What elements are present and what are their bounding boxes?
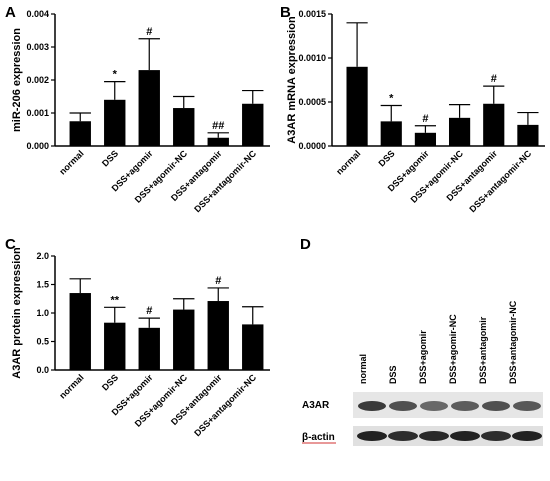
significance-mark: # bbox=[146, 26, 152, 38]
bar bbox=[346, 66, 368, 146]
category-label: DSS bbox=[377, 148, 397, 168]
y-tick-label: 0.000 bbox=[26, 141, 49, 151]
category-label: normal bbox=[334, 148, 362, 176]
band-a3ar bbox=[482, 401, 510, 411]
bar bbox=[242, 103, 264, 146]
band-a3ar bbox=[420, 401, 448, 411]
lane-label: DSS+agomir bbox=[418, 330, 428, 384]
bar bbox=[69, 121, 91, 146]
y-tick-label: 1.5 bbox=[36, 280, 49, 290]
band-actin bbox=[450, 431, 480, 441]
chart-panel-C: C 0.0 0.5 1.0 1.5 2.0 A3AR protein expression n… bbox=[5, 236, 270, 438]
y-tick-label: 0.004 bbox=[26, 9, 49, 19]
significance-mark: ** bbox=[110, 294, 119, 306]
significance-mark: * bbox=[389, 93, 394, 105]
lane-label: DSS+antagomir-NC bbox=[508, 300, 518, 384]
band-a3ar bbox=[451, 401, 479, 411]
bar bbox=[414, 132, 437, 146]
category-label: DSS+antagomir-NC bbox=[467, 148, 533, 214]
significance-mark: # bbox=[146, 305, 152, 317]
category-label: normal bbox=[57, 148, 85, 176]
y-tick-label: 0.0000 bbox=[298, 141, 326, 151]
y-tick-label: 0.0 bbox=[36, 365, 49, 375]
y-tick-label: 1.0 bbox=[36, 308, 49, 318]
band-a3ar bbox=[389, 401, 417, 411]
bar bbox=[173, 309, 195, 370]
band-actin bbox=[419, 431, 449, 441]
panel-letter: C bbox=[5, 236, 16, 253]
significance-mark: ## bbox=[212, 120, 224, 132]
y-tick-label: 0.0005 bbox=[298, 97, 326, 107]
panel-letter: B bbox=[280, 4, 291, 21]
y-axis-label: A3AR mRNA expression bbox=[286, 16, 298, 144]
bar bbox=[104, 99, 126, 146]
category-label: DSS bbox=[100, 148, 120, 168]
y-tick-label: 0.5 bbox=[36, 337, 49, 347]
bar bbox=[483, 103, 505, 146]
y-tick-label: 0.0010 bbox=[298, 53, 326, 63]
lane-label: DSS+antagomir bbox=[478, 316, 488, 384]
row-label: β-actin bbox=[302, 432, 335, 443]
band-a3ar bbox=[358, 401, 386, 411]
bar bbox=[242, 324, 264, 370]
panel-letter: D bbox=[300, 236, 311, 253]
category-label: normal bbox=[57, 372, 85, 400]
bar bbox=[138, 70, 160, 146]
y-tick-label: 2.0 bbox=[36, 251, 49, 261]
bar bbox=[104, 322, 126, 370]
band-a3ar bbox=[513, 401, 541, 411]
bar bbox=[173, 108, 195, 146]
bar bbox=[517, 124, 539, 146]
significance-mark: # bbox=[491, 73, 497, 85]
y-axis-label: A3AR protein expression bbox=[11, 247, 23, 379]
lane-label: DSS bbox=[388, 365, 398, 384]
bar bbox=[207, 301, 229, 370]
bar bbox=[380, 121, 402, 146]
band-actin bbox=[357, 431, 387, 441]
y-tick-label: 0.002 bbox=[26, 75, 49, 85]
lane-label: DSS+agomir-NC bbox=[448, 314, 458, 384]
category-label: DSS+antagomir-NC bbox=[192, 148, 258, 214]
bar bbox=[207, 137, 229, 146]
y-axis-label: miR-206 expression bbox=[11, 28, 23, 132]
y-tick-label: 0.0015 bbox=[298, 9, 326, 19]
bar bbox=[138, 327, 160, 370]
band-actin bbox=[481, 431, 511, 441]
significance-mark: * bbox=[113, 69, 118, 81]
band-actin bbox=[388, 431, 418, 441]
band-actin bbox=[512, 431, 542, 441]
category-label: DSS+antagomir-NC bbox=[192, 372, 258, 438]
significance-mark: # bbox=[215, 275, 221, 287]
panel-letter: A bbox=[5, 4, 16, 21]
lane-label: normal bbox=[358, 354, 368, 384]
row-label: A3AR bbox=[302, 400, 330, 411]
significance-mark: # bbox=[422, 113, 428, 125]
y-tick-label: 0.003 bbox=[26, 42, 49, 52]
y-tick-label: 0.001 bbox=[26, 108, 49, 118]
category-label: DSS bbox=[100, 372, 120, 392]
bar bbox=[448, 117, 471, 146]
bar bbox=[69, 293, 91, 370]
